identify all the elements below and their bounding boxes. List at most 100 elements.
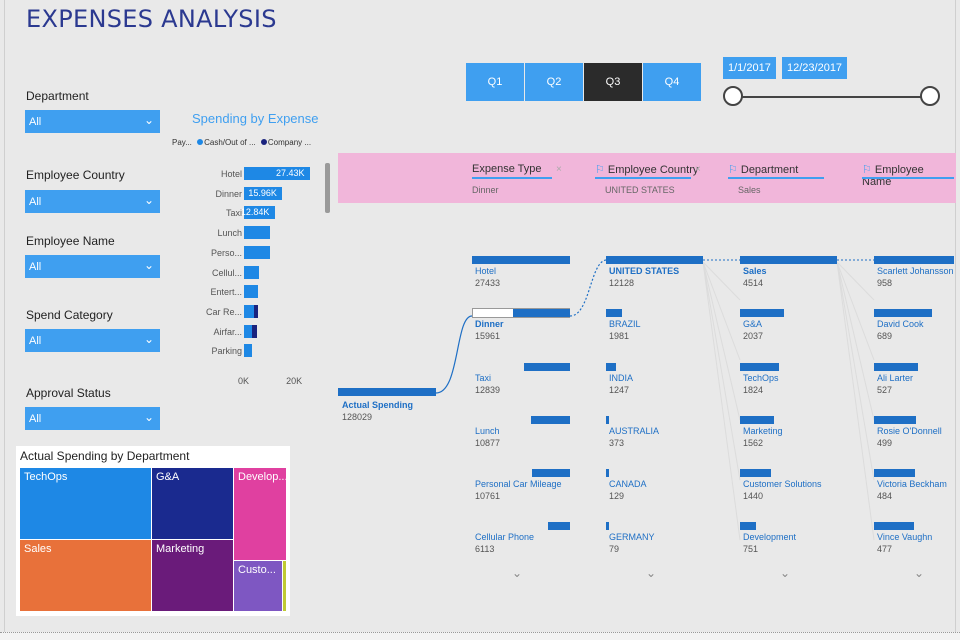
bar[interactable]: [244, 245, 270, 259]
employee-name-dropdown[interactable]: All ⌄: [25, 255, 160, 278]
decomp-node-bar[interactable]: [531, 469, 570, 477]
decomp-node-label[interactable]: Hotel: [475, 266, 497, 276]
decomp-node-bar[interactable]: [740, 416, 774, 424]
decomp-node-label[interactable]: Victoria Beckham: [877, 479, 947, 489]
decomp-node-bar[interactable]: [740, 522, 757, 530]
legend-item-company[interactable]: Company ...: [267, 138, 312, 147]
decomp-node-label[interactable]: UNITED STATES: [609, 266, 680, 276]
bar[interactable]: [244, 206, 275, 220]
date-slider-end-handle[interactable]: [920, 86, 940, 106]
treemap-tile-marketing[interactable]: Marketing: [152, 540, 233, 611]
quarter-q4-button[interactable]: Q4: [643, 63, 701, 101]
decomp-node-label[interactable]: David Cook: [877, 319, 924, 329]
decomp-node-label[interactable]: Cellular Phone: [475, 532, 535, 542]
decomp-node-label[interactable]: Scarlett Johansson: [877, 266, 954, 276]
root-node-bar[interactable]: [338, 388, 436, 396]
decomp-node-bar[interactable]: [740, 363, 779, 371]
decomp-node-label[interactable]: Sales: [743, 266, 767, 276]
decomp-node-label[interactable]: BRAZIL: [609, 319, 641, 329]
end-date-input[interactable]: 12/23/2017: [782, 57, 848, 79]
decomp-node-label[interactable]: G&A: [743, 319, 763, 329]
decomp-node-label[interactable]: AUSTRALIA: [609, 426, 660, 436]
bar[interactable]: [253, 304, 258, 318]
treemap-tile-ga[interactable]: G&A: [152, 468, 233, 539]
dropdown-value: All: [29, 413, 42, 425]
decomp-node-value: 527: [877, 385, 893, 395]
decomp-node-bar[interactable]: [606, 309, 622, 317]
decomp-node-bar[interactable]: [740, 309, 784, 317]
date-slider-track[interactable]: [733, 96, 931, 98]
bar[interactable]: [244, 324, 252, 338]
bar[interactable]: [244, 226, 271, 240]
decomp-node-label[interactable]: Development: [743, 532, 797, 542]
close-icon[interactable]: ×: [556, 164, 562, 175]
start-date-input[interactable]: 1/1/2017: [723, 57, 776, 79]
spending-bar-chart[interactable]: Hotel 27.43K Dinner 15.96K Taxi 12.84K Lunch Pe…: [172, 160, 332, 392]
decomp-node-label[interactable]: Ali Larter: [877, 373, 914, 383]
decomp-node-bar[interactable]: [874, 416, 916, 424]
treemap-tile-techops[interactable]: TechOps: [20, 468, 151, 539]
employee-country-dropdown[interactable]: All ⌄: [25, 190, 160, 213]
bar[interactable]: [244, 186, 283, 200]
quarter-q1-button[interactable]: Q1: [466, 63, 524, 101]
decomp-node-bar[interactable]: [874, 469, 915, 477]
treemap-tile-development[interactable]: Develop...: [234, 468, 288, 560]
spend-category-dropdown[interactable]: All ⌄: [25, 329, 160, 352]
bar[interactable]: [251, 324, 258, 338]
expand-more-icon[interactable]: ⌄: [646, 566, 657, 580]
decomp-node-bar[interactable]: [606, 363, 616, 371]
decomp-node-bar[interactable]: [606, 522, 609, 530]
decomp-node-label[interactable]: Lunch: [475, 426, 500, 436]
expand-more-icon[interactable]: ⌄: [914, 566, 925, 580]
bar[interactable]: [244, 304, 254, 318]
department-dropdown[interactable]: All ⌄: [25, 110, 160, 133]
close-icon[interactable]: ×: [695, 164, 701, 175]
expand-more-icon[interactable]: ⌄: [780, 566, 791, 580]
chart-scrollbar[interactable]: [325, 163, 330, 213]
slicer-label-employee-country: Employee Country: [26, 168, 125, 182]
decomp-node-bar[interactable]: [874, 363, 918, 371]
decomp-node-bar[interactable]: [874, 256, 954, 264]
decomp-node-label[interactable]: GERMANY: [609, 532, 655, 542]
decomp-node-bar[interactable]: [513, 309, 570, 317]
decomp-node-label[interactable]: Customer Solutions: [743, 479, 822, 489]
decomp-node-label[interactable]: Dinner: [475, 319, 504, 329]
level-header[interactable]: ⚐ Department: [728, 163, 824, 179]
decomp-node-bar[interactable]: [740, 469, 772, 477]
decomp-node-value: 958: [877, 278, 893, 288]
decomp-node-bar[interactable]: [472, 256, 570, 264]
decomp-node-bar[interactable]: [874, 522, 914, 530]
decomp-node-bar[interactable]: [606, 256, 703, 264]
decomp-node-label[interactable]: TechOps: [743, 373, 779, 383]
legend-item-cash[interactable]: Cash/Out of ...: [204, 138, 256, 147]
quarter-q2-button[interactable]: Q2: [525, 63, 583, 101]
decomp-node-label[interactable]: Marketing: [743, 426, 783, 436]
decomp-node-bar[interactable]: [606, 416, 609, 424]
decomp-node-label[interactable]: Rosie O'Donnell: [877, 426, 942, 436]
treemap-tile-customer-solutions[interactable]: Custo...: [234, 561, 282, 611]
quarter-q3-button[interactable]: Q3: [584, 63, 642, 101]
decomp-node-label[interactable]: Vince Vaughn: [877, 532, 933, 542]
decomp-node-label[interactable]: Taxi: [475, 373, 492, 383]
treemap-tile-sales[interactable]: Sales: [20, 540, 151, 611]
level-header[interactable]: ⚐ Employee Country ×: [595, 163, 703, 179]
decomp-node-bar[interactable]: [548, 522, 570, 530]
treemap-tile-small[interactable]: [283, 561, 286, 611]
decomp-node-label[interactable]: CANADA: [609, 479, 647, 489]
approval-status-dropdown[interactable]: All ⌄: [25, 407, 160, 430]
decomp-node-bar[interactable]: [523, 363, 570, 371]
level-header[interactable]: Expense Type ×: [472, 163, 564, 179]
date-slider-start-handle[interactable]: [723, 86, 743, 106]
bar[interactable]: [244, 285, 258, 299]
expand-more-icon[interactable]: ⌄: [512, 566, 523, 580]
decomp-node-label[interactable]: INDIA: [609, 373, 634, 383]
decomp-node-bar[interactable]: [874, 309, 932, 317]
decomp-node-bar[interactable]: [606, 469, 609, 477]
decomp-node-bar[interactable]: [740, 256, 837, 264]
bar[interactable]: [244, 167, 310, 180]
level-header[interactable]: ⚐ Employee Name: [862, 163, 954, 188]
bar[interactable]: [244, 344, 252, 358]
bar[interactable]: [244, 265, 259, 279]
decomp-node-bar[interactable]: [530, 416, 570, 424]
decomp-node-label[interactable]: Personal Car Mileage: [475, 479, 562, 489]
